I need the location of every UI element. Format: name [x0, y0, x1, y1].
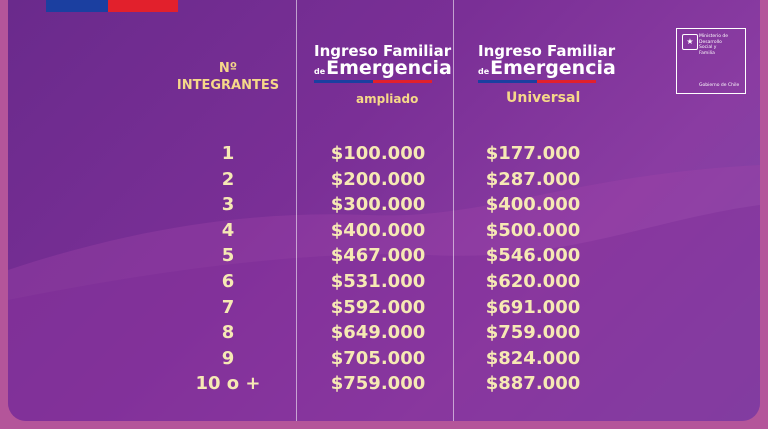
- ampliado-amount: $649.000: [330, 322, 426, 344]
- members-cell: 2: [221, 168, 235, 190]
- ampliado-amount: $467.000: [330, 245, 426, 267]
- members-cell: 10 o +: [195, 373, 261, 395]
- logo-de: de: [314, 67, 326, 76]
- logo-line1: Ingreso Familiar: [478, 42, 616, 60]
- table-row: 9 $705.000 $824.000: [8, 346, 760, 372]
- coat-of-arms-icon: ★: [682, 34, 698, 50]
- universal-amount: $546.000: [485, 245, 581, 267]
- table-row: 10 o + $759.000 $887.000: [8, 371, 760, 397]
- flag-blue-stripe: [46, 0, 108, 12]
- logo-underline: [314, 80, 432, 83]
- table-row: 6 $531.000 $620.000: [8, 269, 760, 295]
- table-row: 5 $467.000 $546.000: [8, 243, 760, 269]
- ampliado-subtitle: ampliado: [356, 92, 419, 106]
- members-cell: 7: [221, 296, 235, 318]
- table-row: 2 $200.000 $287.000: [8, 167, 760, 193]
- members-cell: 6: [221, 270, 235, 292]
- ampliado-amount: $759.000: [330, 373, 426, 395]
- government-label: Gobierno de Chile: [699, 83, 740, 88]
- universal-amount: $691.000: [485, 296, 581, 318]
- universal-amount: $759.000: [485, 322, 581, 344]
- ampliado-amount: $705.000: [330, 347, 426, 369]
- universal-amount: $887.000: [485, 373, 581, 395]
- universal-amount: $824.000: [485, 347, 581, 369]
- table-row: 4 $400.000 $500.000: [8, 218, 760, 244]
- universal-subtitle: Universal: [506, 90, 581, 106]
- universal-amount: $287.000: [485, 168, 581, 190]
- members-cell: 4: [221, 219, 235, 241]
- panel: Nº INTEGRANTES Ingreso Familiar deEmerge…: [8, 0, 760, 421]
- table-row: 7 $592.000 $691.000: [8, 295, 760, 321]
- universal-amount: $500.000: [485, 219, 581, 241]
- ampliado-amount: $592.000: [330, 296, 426, 318]
- ministry-logo: ★ Ministerio de Desarrollo Social y Fami…: [676, 28, 746, 94]
- members-cell: 1: [221, 143, 235, 164]
- ministry-line1: Ministerio de: [699, 34, 729, 39]
- flag-red-stripe: [108, 0, 178, 12]
- logo-line1: Ingreso Familiar: [314, 42, 452, 60]
- column-divider: [453, 0, 454, 421]
- ministry-line3: Social y: [699, 45, 717, 50]
- members-cell: 8: [221, 322, 235, 344]
- amounts-table: 1 $100.000 $177.000 2 $200.000 $287.000 …: [8, 141, 760, 397]
- universal-amount: $400.000: [485, 194, 581, 216]
- ife-ampliado-logo: Ingreso Familiar deEmergencia: [314, 44, 452, 83]
- members-label-text: INTEGRANTES: [176, 78, 280, 93]
- ministry-line2: Desarrollo: [699, 39, 722, 45]
- members-cell: 9: [221, 347, 235, 369]
- logo-line2: Emergencia: [326, 57, 452, 79]
- column-divider: [296, 0, 297, 421]
- members-cell: 3: [221, 194, 235, 216]
- logo-underline: [478, 80, 596, 83]
- ampliado-amount: $100.000: [330, 143, 426, 164]
- background-wave: [8, 165, 760, 421]
- ampliado-amount: $400.000: [330, 219, 426, 241]
- ampliado-amount: $300.000: [330, 194, 426, 216]
- table-row: 1 $100.000 $177.000: [8, 141, 760, 167]
- members-column-header: Nº INTEGRANTES: [158, 60, 298, 94]
- universal-amount: $177.000: [485, 143, 581, 164]
- ife-universal-logo: Ingreso Familiar deEmergencia: [478, 44, 616, 83]
- table-row: 3 $300.000 $400.000: [8, 192, 760, 218]
- logo-de: de: [478, 67, 490, 76]
- members-label-number: Nº: [218, 61, 238, 76]
- ampliado-amount: $200.000: [330, 168, 426, 190]
- ampliado-amount: $531.000: [330, 270, 426, 292]
- members-cell: 5: [221, 245, 235, 267]
- universal-amount: $620.000: [485, 270, 581, 292]
- table-row: 8 $649.000 $759.000: [8, 320, 760, 346]
- ministry-line4: Familia: [699, 50, 715, 56]
- logo-line2: Emergencia: [490, 57, 616, 79]
